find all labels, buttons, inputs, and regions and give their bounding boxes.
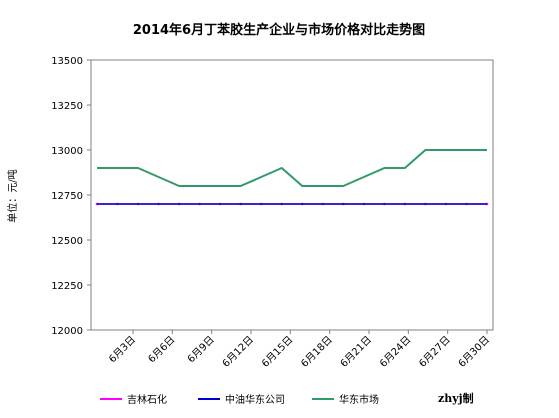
x-tick-label: 6月15日 <box>259 334 295 370</box>
x-tick-label: 6月6日 <box>146 334 178 366</box>
x-tick-label: 6月18日 <box>299 334 335 370</box>
series-lines <box>95 149 489 206</box>
x-tick-label: 6月9日 <box>185 334 217 366</box>
legend: 吉林石化 中油华东公司 华东市场 <box>100 393 379 406</box>
y-tick-label: 13000 <box>51 146 83 157</box>
legend-label-2: 华东市场 <box>339 393 379 406</box>
y-tick-label: 12500 <box>51 236 83 247</box>
series-line-2 <box>97 149 487 187</box>
x-tick-label: 6月24日 <box>377 334 413 370</box>
y-axis-label: 单位：元/吨 <box>6 169 19 222</box>
x-tick-label: 6月3日 <box>106 334 138 366</box>
y-tick-label: 13250 <box>51 101 83 112</box>
x-tick-label: 6月21日 <box>338 334 374 370</box>
y-tick-label: 13500 <box>51 56 83 67</box>
x-ticks: 6月3日 6月6日 6月9日 6月12日 6月15日 6月18日 6月21日 6月24日 6月2… <box>106 330 492 370</box>
plot-frame <box>90 59 494 331</box>
y-tick-label: 12000 <box>51 326 83 337</box>
legend-label-1: 中油华东公司 <box>225 393 285 406</box>
credit-label: zhyj制 <box>438 391 474 405</box>
y-tick-label: 12750 <box>51 191 83 202</box>
chart-title: 2014年6月丁苯胶生产企业与市场价格对比走势图 <box>133 22 425 38</box>
legend-label-0: 吉林石化 <box>127 393 167 406</box>
x-tick-label: 6月30日 <box>456 334 492 370</box>
y-ticks: 12000 12250 12500 12750 13000 13250 13500 <box>51 56 91 337</box>
x-tick-label: 6月27日 <box>417 334 453 370</box>
x-tick-label: 6月12日 <box>220 334 256 370</box>
y-tick-label: 12250 <box>51 281 83 292</box>
y-axis-label-group: 单位：元/吨 <box>6 169 19 222</box>
